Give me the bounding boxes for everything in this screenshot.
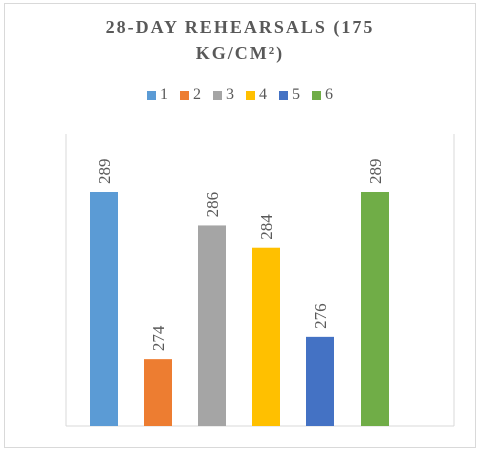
legend-swatch-1 (147, 90, 156, 100)
legend-label-5: 5 (292, 86, 300, 103)
data-label-2: 274 (149, 325, 168, 351)
legend-label-1: 1 (160, 86, 168, 103)
data-label-1: 289 (95, 159, 114, 185)
legend-swatch-3 (213, 90, 222, 100)
legend-label-3: 3 (226, 86, 234, 103)
legend-item-6: 6 (312, 86, 333, 104)
chart-title-line-2: KG/CM²) (195, 43, 285, 63)
legend-swatch-5 (279, 90, 288, 100)
legend-label-2: 2 (193, 86, 201, 103)
legend-swatch-2 (180, 90, 189, 100)
legend-item-4: 4 (246, 86, 267, 104)
chart-frame (4, 3, 476, 448)
chart-title-line-1: 28-DAY REHEARSALS (175 (105, 17, 375, 37)
bar-1 (90, 192, 118, 426)
legend-swatch-4 (246, 90, 255, 100)
bar-group (90, 192, 389, 426)
data-label-6: 289 (366, 159, 385, 185)
bar-4 (252, 247, 280, 426)
legend-swatch-6 (312, 90, 321, 100)
legend-item-2: 2 (180, 86, 201, 104)
bar-2 (144, 359, 172, 426)
bar-3 (198, 225, 226, 426)
legend-item-1: 1 (147, 86, 168, 104)
chart-legend: 1 2 3 4 5 6 (0, 84, 480, 106)
legend-item-3: 3 (213, 86, 234, 104)
chart-title: 28-DAY REHEARSALS (175 KG/CM²) (0, 14, 480, 66)
data-label-3: 286 (203, 192, 222, 218)
legend-label-4: 4 (259, 86, 267, 103)
data-label-group: 289 274 286 284 276 289 (95, 159, 385, 352)
legend-item-5: 5 (279, 86, 300, 104)
bar-5 (306, 336, 334, 426)
data-label-5: 276 (311, 303, 330, 329)
bar-6 (361, 192, 389, 426)
legend-label-6: 6 (325, 86, 333, 103)
data-label-4: 284 (257, 214, 276, 240)
